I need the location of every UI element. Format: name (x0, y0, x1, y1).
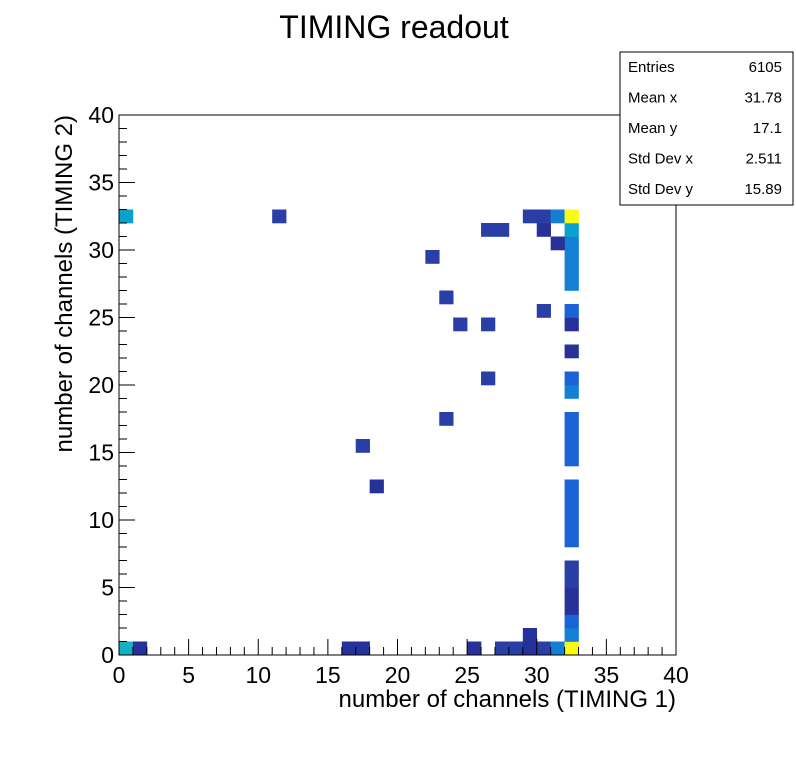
heatmap-cell (564, 560, 579, 575)
heatmap-cell (564, 344, 579, 359)
y-tick-label: 35 (88, 170, 114, 196)
y-tick-labels: 0 5 10 15 20 25 30 35 40 (88, 102, 114, 668)
heatmap-cell (536, 209, 551, 224)
stats-value: 31.78 (744, 90, 782, 107)
heatmap-cell (564, 574, 579, 588)
heatmap-cell (564, 223, 579, 237)
heatmap-cell (132, 641, 148, 656)
x-axis-title: number of channels (TIMING 1) (339, 686, 676, 713)
y-tick-label: 30 (88, 237, 114, 263)
heatmap-cell (564, 304, 579, 318)
heatmap-cell (564, 277, 579, 291)
heatmap-cell (425, 250, 440, 264)
y-tick-label: 5 (101, 575, 114, 601)
heatmap-cell (536, 304, 551, 318)
heatmap-cell (508, 641, 524, 656)
heatmap-cell (536, 641, 551, 656)
x-tick-label: 15 (315, 662, 341, 688)
heatmap-cell (564, 587, 579, 602)
heatmap-cell (355, 439, 370, 453)
heatmap-cell (494, 223, 510, 237)
heatmap-cell (536, 223, 551, 237)
heatmap-cell (439, 412, 454, 426)
heatmap-cell (481, 371, 496, 386)
heatmap-cell (564, 452, 579, 467)
heatmap-cell (467, 641, 482, 656)
x-tick-label: 10 (245, 662, 271, 688)
y-axis-title: number of channels (TIMING 2) (51, 115, 78, 452)
heatmap-cell (564, 385, 579, 399)
heatmap-cell (481, 317, 496, 332)
x-tick-label: 30 (524, 662, 550, 688)
heatmap-cell (564, 250, 579, 264)
stats-label: Mean x (628, 90, 678, 107)
heatmap-cell (522, 209, 538, 224)
axis-ticks (118, 114, 677, 656)
heatmap-cell (369, 479, 384, 494)
heatmap-cell (119, 209, 134, 224)
heatmap-cell (550, 641, 565, 656)
x-tick-label: 20 (385, 662, 411, 688)
stats-label: Std Dev y (628, 181, 694, 198)
heatmap-cell (481, 223, 496, 237)
heatmap-cell (494, 641, 510, 656)
heatmap-cell (272, 209, 287, 224)
heatmap-cell (550, 209, 565, 224)
chart-title: TIMING readout (279, 9, 509, 45)
heatmap-cell (564, 614, 579, 629)
stats-rows: Entries 6105 Mean x 31.78 Mean y 17.1 Std Dev … (628, 59, 782, 198)
heatmap-cell (564, 520, 579, 534)
x-tick-label: 25 (454, 662, 480, 688)
heatmap-cell (564, 371, 579, 386)
y-tick-label: 15 (88, 440, 114, 466)
heatmap-cell (564, 493, 579, 507)
heatmap-cell (550, 236, 565, 251)
heatmap-cell (564, 236, 579, 251)
stats-label: Entries (628, 59, 675, 76)
stats-value: 2.511 (746, 151, 782, 168)
heatmap-cell (564, 412, 579, 426)
stats-value: 15.89 (744, 181, 782, 198)
y-tick-label: 20 (88, 372, 114, 398)
heatmap-cell (522, 641, 538, 656)
x-tick-label: 40 (663, 662, 689, 688)
x-tick-labels: 0 5 10 15 20 25 30 35 40 (113, 662, 689, 688)
stats-label: Std Dev x (628, 151, 694, 168)
heatmap-cell (564, 533, 579, 548)
x-tick-label: 5 (182, 662, 195, 688)
heatmap-cell (564, 317, 579, 332)
plot-frame (118, 114, 677, 656)
heatmap-cell (564, 209, 579, 224)
heatmap-cell (564, 479, 579, 494)
y-tick-label: 25 (88, 305, 114, 331)
y-tick-label: 0 (101, 642, 114, 668)
heatmap-cell (564, 628, 579, 642)
heatmap-cell (453, 317, 468, 332)
heatmap-cells (119, 209, 579, 656)
heatmap-cell (564, 439, 579, 453)
heatmap-cell (341, 641, 357, 656)
stats-value: 6105 (749, 59, 782, 76)
x-tick-label: 35 (594, 662, 620, 688)
heatmap-cell (564, 263, 579, 278)
y-tick-label: 10 (88, 507, 114, 533)
heatmap-cell (564, 601, 579, 615)
heatmap-cell (564, 425, 579, 440)
heatmap-cell (439, 290, 454, 305)
stats-box: Entries 6105 Mean x 31.78 Mean y 17.1 Std Dev … (619, 51, 794, 206)
y-tick-label: 40 (88, 102, 114, 128)
heatmap-cell (522, 628, 538, 642)
stats-box-frame (619, 51, 794, 206)
x-tick-label: 0 (113, 662, 126, 688)
heatmap-cell (564, 506, 579, 521)
heatmap-cell (119, 641, 134, 656)
heatmap-cell (355, 641, 370, 656)
stats-label: Mean y (628, 120, 678, 137)
stats-value: 17.1 (753, 120, 782, 137)
heatmap-cell (564, 641, 579, 656)
